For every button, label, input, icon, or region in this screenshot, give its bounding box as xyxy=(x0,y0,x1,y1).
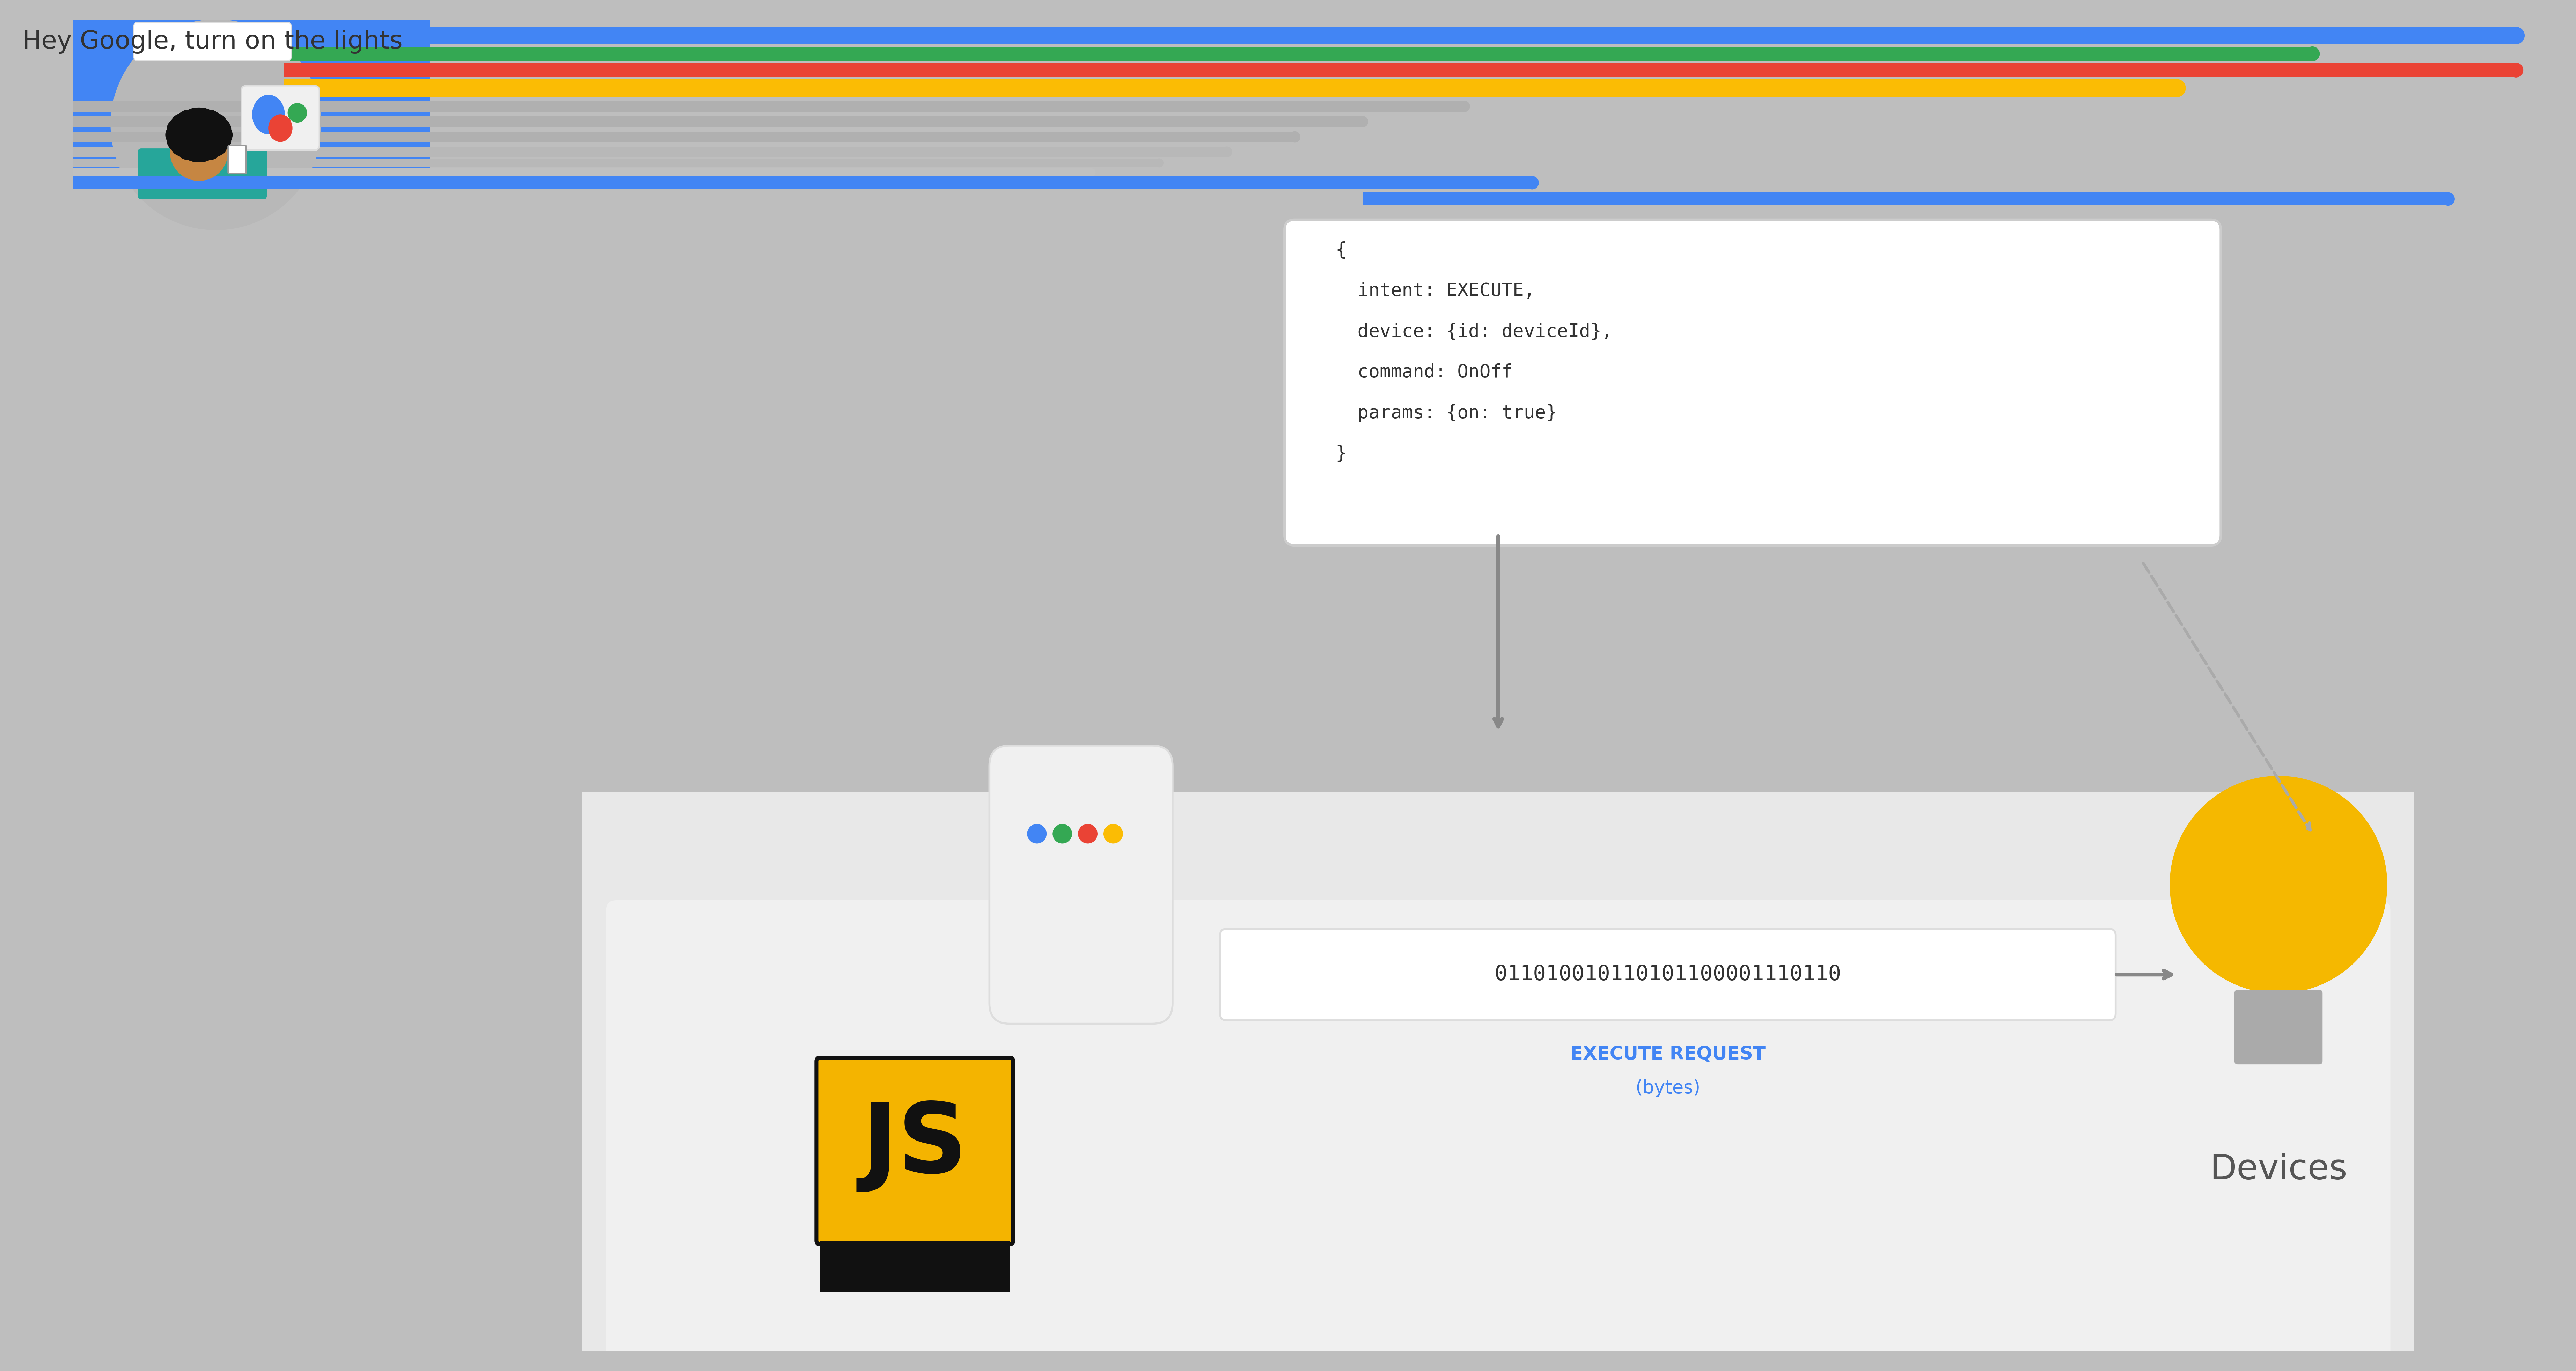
Ellipse shape xyxy=(1458,101,1471,112)
Circle shape xyxy=(209,118,232,140)
Bar xyxy=(75,19,430,182)
Ellipse shape xyxy=(252,95,283,134)
Circle shape xyxy=(198,138,222,159)
FancyBboxPatch shape xyxy=(1285,219,2221,546)
Circle shape xyxy=(183,140,206,162)
Circle shape xyxy=(206,114,227,136)
Ellipse shape xyxy=(1288,132,1301,143)
Text: params: {on: true}: params: {on: true} xyxy=(1334,404,1556,422)
Circle shape xyxy=(183,108,206,130)
Text: }: } xyxy=(1334,444,1347,463)
FancyBboxPatch shape xyxy=(605,901,2391,1361)
Circle shape xyxy=(111,19,322,230)
Circle shape xyxy=(167,129,188,151)
Bar xyxy=(75,159,1159,167)
Text: EXECUTE REQUEST: EXECUTE REQUEST xyxy=(1571,1045,1765,1064)
Circle shape xyxy=(206,134,227,156)
Ellipse shape xyxy=(1525,177,1538,189)
Bar xyxy=(283,80,2177,97)
Bar xyxy=(75,132,1296,143)
Circle shape xyxy=(167,118,188,140)
FancyBboxPatch shape xyxy=(229,145,247,174)
Circle shape xyxy=(170,114,193,136)
Ellipse shape xyxy=(2442,192,2455,206)
Bar xyxy=(819,1241,1010,1291)
Bar xyxy=(283,63,2517,77)
Ellipse shape xyxy=(2169,80,2184,97)
Text: {: { xyxy=(1334,241,1347,259)
Circle shape xyxy=(198,110,222,132)
Circle shape xyxy=(178,110,198,132)
Circle shape xyxy=(209,129,232,151)
Bar xyxy=(75,147,1226,156)
Circle shape xyxy=(1028,824,1046,843)
Ellipse shape xyxy=(1154,159,1164,167)
Ellipse shape xyxy=(1221,147,1231,156)
Circle shape xyxy=(173,108,227,162)
Circle shape xyxy=(178,138,198,159)
Circle shape xyxy=(193,140,214,162)
Text: command: OnOff: command: OnOff xyxy=(1334,363,1512,381)
Circle shape xyxy=(289,103,307,122)
Circle shape xyxy=(170,134,193,156)
FancyBboxPatch shape xyxy=(817,1057,1012,1245)
Circle shape xyxy=(211,123,232,145)
Text: JS: JS xyxy=(863,1098,969,1193)
Bar xyxy=(582,792,2414,1352)
Text: Devices: Devices xyxy=(2210,1153,2347,1186)
Bar xyxy=(75,169,1092,177)
Bar xyxy=(1363,192,2447,206)
Text: device: {id: deviceId},: device: {id: deviceId}, xyxy=(1334,322,1613,341)
FancyBboxPatch shape xyxy=(989,746,1172,1024)
Text: (bytes): (bytes) xyxy=(1636,1079,1700,1097)
Ellipse shape xyxy=(2506,27,2524,44)
FancyBboxPatch shape xyxy=(134,22,291,60)
Ellipse shape xyxy=(2509,63,2522,77)
FancyBboxPatch shape xyxy=(139,148,268,199)
Bar xyxy=(75,101,1463,112)
Text: intent: EXECUTE,: intent: EXECUTE, xyxy=(1334,282,1535,300)
Text: Hey Google, turn on the lights: Hey Google, turn on the lights xyxy=(23,30,402,53)
Bar xyxy=(283,27,2517,44)
Circle shape xyxy=(165,123,188,145)
Bar xyxy=(283,47,2313,60)
FancyBboxPatch shape xyxy=(242,86,319,151)
Ellipse shape xyxy=(1358,117,1368,128)
FancyBboxPatch shape xyxy=(621,1326,2378,1367)
Circle shape xyxy=(2169,776,2388,993)
Ellipse shape xyxy=(268,115,291,141)
FancyBboxPatch shape xyxy=(2233,990,2324,1064)
Bar xyxy=(75,177,1533,189)
Circle shape xyxy=(170,123,227,181)
Text: 011010010110101100001110110: 011010010110101100001110110 xyxy=(1494,964,1842,984)
Circle shape xyxy=(1103,824,1123,843)
Circle shape xyxy=(193,108,214,130)
Circle shape xyxy=(1054,824,1072,843)
Ellipse shape xyxy=(1087,169,1095,177)
Circle shape xyxy=(1079,824,1097,843)
FancyBboxPatch shape xyxy=(1221,928,2115,1020)
Bar xyxy=(75,117,1363,128)
Ellipse shape xyxy=(2306,47,2318,60)
